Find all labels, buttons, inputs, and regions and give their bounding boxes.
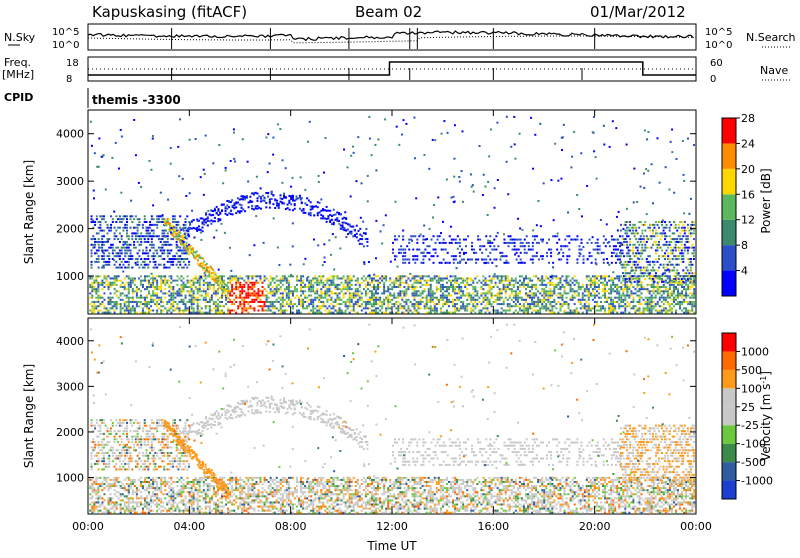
freq-tick-top: 18	[66, 58, 79, 69]
freq-series	[88, 62, 696, 80]
x-tick-label: 08:00	[275, 520, 307, 533]
x-tick-label: 20:00	[579, 520, 611, 533]
power-colorbar-label: Power [dB]	[759, 168, 773, 233]
y-tick-label: 4000	[56, 128, 84, 141]
nsky-label: N.Sky	[4, 31, 36, 44]
beam-label: Beam 02	[355, 3, 422, 21]
nave-tick-top: 60	[710, 58, 723, 69]
x-tick-label: 00:00	[680, 520, 712, 533]
nave-label: Nave	[760, 64, 788, 77]
colorbar-swatch	[722, 169, 736, 194]
y-tick-label: 2000	[56, 223, 84, 236]
colorbar-swatch	[722, 333, 736, 351]
y-tick-label: 3000	[56, 175, 84, 188]
power-colorbar: 4 8 12 16 20 24 28	[722, 112, 755, 296]
date-label: 01/Mar/2012	[590, 3, 686, 21]
y-tick-label: 1000	[56, 270, 84, 283]
noise-tick-right-top: 10^5	[705, 27, 732, 38]
colorbar-tick: 4	[741, 265, 748, 278]
colorbar-swatch	[722, 194, 736, 219]
colorbar-swatch	[722, 444, 736, 462]
colorbar-swatch	[722, 271, 736, 296]
power-ylabel: Slant Range [km]	[22, 160, 36, 264]
colorbar-tick: 8	[741, 239, 748, 252]
y-tick-label: 2000	[56, 426, 84, 439]
colorbar-tick: 28	[741, 112, 755, 125]
y-tick-label: 3000	[56, 380, 84, 393]
nsearch-label: N.Search	[746, 31, 796, 44]
colorbar-tick: 25	[741, 401, 755, 414]
colorbar-swatch	[722, 118, 736, 143]
station-title: Kapuskasing (fitACF)	[92, 3, 247, 21]
colorbar-tick: 12	[741, 214, 755, 227]
colorbar-swatch	[722, 370, 736, 388]
cpid-label: CPID	[4, 91, 33, 104]
y-tick-label: 4000	[56, 335, 84, 348]
y-tick-label: 1000	[56, 472, 84, 485]
noise-series	[88, 28, 694, 49]
nave-tick-bottom: 0	[710, 74, 716, 85]
freq-label-2: [MHz]	[2, 68, 34, 81]
colorbar-swatch	[722, 388, 736, 406]
velocity-colorbar-label: Velocity [m s-1]	[759, 371, 773, 461]
colorbar-swatch	[722, 481, 736, 499]
noise-tick-top: 10^5	[52, 27, 79, 38]
colorbar-swatch	[722, 425, 736, 443]
colorbar-tick: 16	[741, 188, 755, 201]
colorbar-swatch	[722, 220, 736, 245]
colorbar-tick: 24	[741, 137, 755, 150]
time-xlabel: Time UT	[366, 539, 417, 553]
x-tick-label: 12:00	[376, 520, 408, 533]
colorbar-tick: 1000	[741, 345, 769, 358]
colorbar-tick: -1000	[741, 475, 773, 488]
colorbar-swatch	[722, 351, 736, 369]
colorbar-tick: 20	[741, 163, 755, 176]
freq-tick-bottom: 8	[66, 74, 72, 85]
colorbar-swatch	[722, 407, 736, 425]
colorbar-swatch	[722, 143, 736, 168]
x-tick-label: 04:00	[173, 520, 205, 533]
x-tick-label: 00:00	[72, 520, 104, 533]
x-tick-label: 16:00	[477, 520, 509, 533]
cpid-value: themis -3300	[92, 93, 181, 107]
noise-tick-right-bottom: 10^0	[705, 40, 732, 51]
velocity-ylabel: Slant Range [km]	[22, 364, 36, 468]
colorbar-swatch	[722, 462, 736, 480]
noise-tick-bottom: 10^0	[52, 40, 79, 51]
colorbar-tick: -25	[741, 419, 759, 432]
colorbar-swatch	[722, 245, 736, 270]
